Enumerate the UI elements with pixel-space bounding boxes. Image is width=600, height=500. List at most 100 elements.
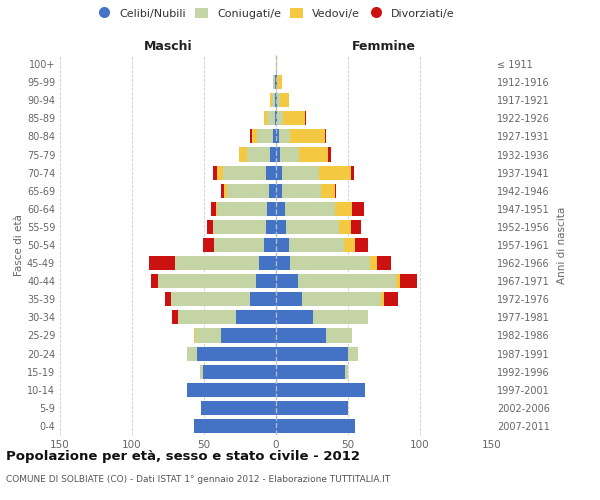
Bar	[276, 184, 282, 198]
Y-axis label: Fasce di età: Fasce di età	[14, 214, 24, 276]
Bar	[313, 310, 368, 324]
Bar	[175, 256, 259, 270]
Bar	[201, 401, 276, 415]
Bar	[200, 364, 203, 378]
Bar	[276, 328, 326, 342]
Bar	[158, 274, 256, 288]
Bar	[276, 346, 348, 360]
Bar	[273, 130, 276, 143]
Bar	[377, 256, 391, 270]
Bar	[227, 184, 269, 198]
Bar	[325, 130, 326, 143]
Bar	[400, 274, 417, 288]
Bar	[276, 419, 355, 433]
Bar	[370, 256, 377, 270]
Text: Maschi: Maschi	[143, 40, 193, 53]
Bar	[217, 202, 268, 216]
Bar	[277, 112, 283, 126]
Bar	[276, 292, 302, 306]
Bar	[298, 274, 395, 288]
Bar	[221, 184, 224, 198]
Bar	[277, 75, 282, 89]
Bar	[178, 310, 236, 324]
Bar	[256, 274, 276, 288]
Bar	[212, 166, 217, 179]
Bar	[247, 148, 270, 162]
Bar	[171, 292, 250, 306]
Bar	[276, 112, 277, 126]
Bar	[276, 310, 313, 324]
Bar	[203, 364, 276, 378]
Bar	[351, 220, 361, 234]
Bar	[279, 130, 290, 143]
Bar	[187, 346, 197, 360]
Bar	[276, 256, 290, 270]
Bar	[280, 93, 289, 108]
Bar	[265, 238, 276, 252]
Bar	[335, 202, 352, 216]
Bar	[305, 112, 306, 126]
Bar	[276, 57, 277, 71]
Bar	[283, 112, 305, 126]
Y-axis label: Anni di nascita: Anni di nascita	[557, 206, 566, 284]
Text: Femmine: Femmine	[352, 40, 416, 53]
Bar	[250, 292, 276, 306]
Bar	[282, 166, 319, 179]
Text: Popolazione per età, sesso e stato civile - 2012: Popolazione per età, sesso e stato civil…	[6, 450, 360, 463]
Bar	[149, 256, 175, 270]
Bar	[276, 401, 348, 415]
Bar	[272, 93, 275, 108]
Bar	[212, 220, 266, 234]
Bar	[273, 75, 275, 89]
Bar	[239, 148, 247, 162]
Bar	[275, 93, 276, 108]
Bar	[276, 130, 279, 143]
Bar	[344, 238, 355, 252]
Bar	[251, 130, 257, 143]
Bar	[194, 328, 196, 342]
Text: COMUNE DI SOLBIATE (CO) - Dati ISTAT 1° gennaio 2012 - Elaborazione TUTTITALIA.I: COMUNE DI SOLBIATE (CO) - Dati ISTAT 1° …	[6, 475, 390, 484]
Bar	[284, 202, 335, 216]
Bar	[217, 166, 223, 179]
Bar	[381, 292, 384, 306]
Bar	[270, 93, 272, 108]
Bar	[276, 166, 282, 179]
Bar	[270, 148, 276, 162]
Bar	[276, 93, 277, 108]
Bar	[282, 184, 320, 198]
Bar	[290, 256, 370, 270]
Bar	[187, 382, 276, 397]
Bar	[276, 364, 345, 378]
Bar	[276, 382, 365, 397]
Bar	[351, 166, 354, 179]
Bar	[290, 130, 325, 143]
Bar	[259, 256, 276, 270]
Bar	[320, 184, 335, 198]
Bar	[224, 184, 227, 198]
Bar	[276, 75, 277, 89]
Bar	[319, 166, 351, 179]
Bar	[203, 238, 214, 252]
Bar	[268, 112, 275, 126]
Bar	[268, 202, 276, 216]
Bar	[211, 202, 215, 216]
Bar	[277, 93, 280, 108]
Bar	[197, 346, 276, 360]
Bar	[335, 184, 337, 198]
Bar	[345, 364, 348, 378]
Bar	[276, 238, 289, 252]
Bar	[215, 202, 217, 216]
Bar	[348, 346, 358, 360]
Bar	[352, 202, 364, 216]
Bar	[275, 75, 276, 89]
Bar	[286, 220, 340, 234]
Bar	[172, 310, 178, 324]
Bar	[250, 130, 251, 143]
Bar	[328, 148, 331, 162]
Bar	[269, 184, 276, 198]
Bar	[302, 292, 381, 306]
Bar	[165, 292, 171, 306]
Bar	[326, 328, 352, 342]
Bar	[221, 328, 276, 342]
Bar	[266, 220, 276, 234]
